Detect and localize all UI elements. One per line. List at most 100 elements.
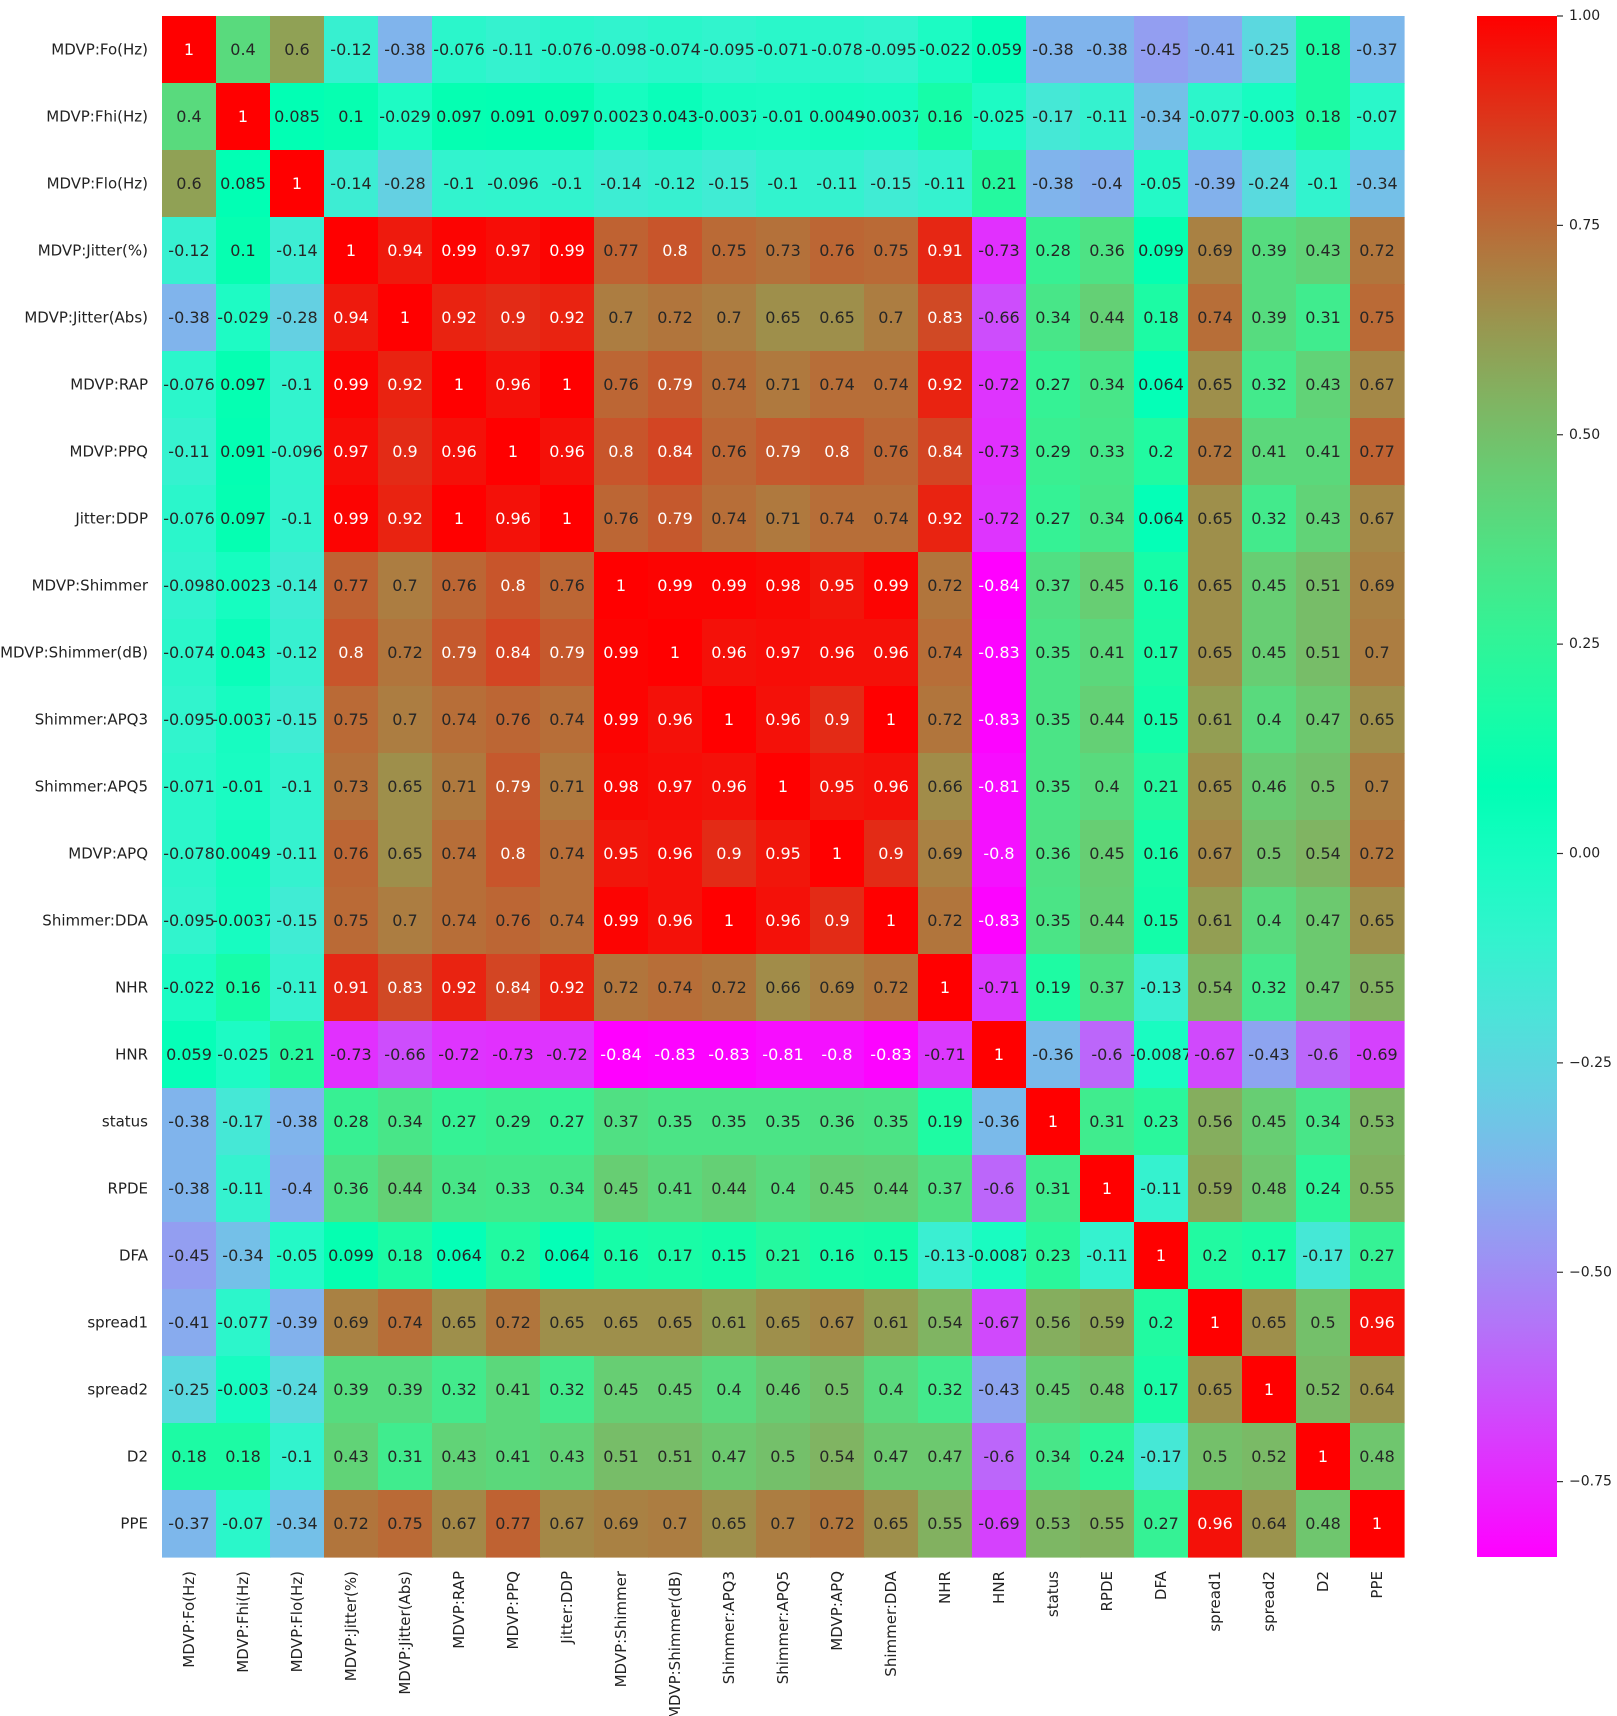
heatmap-cell xyxy=(432,1289,487,1357)
cell-value-label: 1 xyxy=(616,576,626,595)
heatmap-cell xyxy=(540,485,595,553)
cell-value-label: 0.77 xyxy=(333,576,369,595)
heatmap-cell xyxy=(216,820,271,888)
heatmap-cell xyxy=(810,1356,865,1424)
cell-value-label: 0.97 xyxy=(495,241,531,260)
cell-value-label: -0.11 xyxy=(924,174,965,193)
heatmap-cell xyxy=(324,1222,379,1290)
cell-value-label: 0.74 xyxy=(873,509,909,528)
cell-value-label: 0.72 xyxy=(387,643,423,662)
cell-value-label: 0.76 xyxy=(549,576,585,595)
heatmap-cell xyxy=(162,1289,217,1357)
cell-value-label: 0.34 xyxy=(1305,1112,1341,1131)
cell-value-label: 0.69 xyxy=(603,1514,639,1533)
cell-value-label: 0.99 xyxy=(333,375,369,394)
heatmap-cell xyxy=(756,418,811,486)
cell-value-label: 0.15 xyxy=(1143,710,1179,729)
cell-value-label: 0.66 xyxy=(765,978,801,997)
heatmap-cell xyxy=(810,887,865,955)
cell-value-label: 0.47 xyxy=(1305,978,1341,997)
heatmap-cell xyxy=(972,485,1027,553)
cell-value-label: 0.7 xyxy=(662,1514,687,1533)
heatmap-cell xyxy=(540,217,595,285)
cell-value-label: -0.38 xyxy=(168,308,209,327)
cell-value-label: 0.55 xyxy=(927,1514,963,1533)
cell-value-label: -0.1 xyxy=(767,174,798,193)
cell-value-label: 0.65 xyxy=(657,1313,693,1332)
cell-value-label: 0.097 xyxy=(544,107,590,126)
cell-value-label: 0.45 xyxy=(819,1179,855,1198)
heatmap-cell xyxy=(432,753,487,821)
cell-value-label: 0.28 xyxy=(333,1112,369,1131)
heatmap-cell xyxy=(486,1423,541,1491)
cell-value-label: -0.41 xyxy=(168,1313,209,1332)
cell-value-label: 0.31 xyxy=(1089,1112,1125,1131)
heatmap-cell xyxy=(864,619,919,687)
cell-value-label: 0.72 xyxy=(1197,442,1233,461)
heatmap-cell xyxy=(1026,16,1081,84)
cell-value-label: 0.18 xyxy=(225,1447,261,1466)
heatmap-cell xyxy=(486,284,541,352)
heatmap-cell xyxy=(1296,686,1351,754)
heatmap-cell xyxy=(1026,83,1081,151)
heatmap-cell xyxy=(378,1021,433,1089)
y-tick-label-ppe: PPE xyxy=(120,1515,148,1533)
heatmap-cell xyxy=(216,485,271,553)
heatmap-cell xyxy=(324,1490,379,1558)
heatmap-cell xyxy=(1350,1289,1405,1357)
cell-value-label: -0.078 xyxy=(163,844,215,863)
heatmap-cell xyxy=(702,1289,757,1357)
heatmap-cell xyxy=(486,351,541,419)
heatmap-cell xyxy=(1296,954,1351,1022)
cell-value-label: 0.47 xyxy=(1305,710,1341,729)
cell-value-label: 0.45 xyxy=(1089,576,1125,595)
cell-value-label: 0.96 xyxy=(873,777,909,796)
cell-value-label: 0.097 xyxy=(436,107,482,126)
cell-value-label: 0.24 xyxy=(1305,1179,1341,1198)
cell-value-label: 0.091 xyxy=(490,107,536,126)
heatmap-cell xyxy=(162,1222,217,1290)
heatmap-cell xyxy=(1296,1088,1351,1156)
heatmap-cell xyxy=(972,1490,1027,1558)
heatmap-cell xyxy=(1026,1021,1081,1089)
cell-value-label: 0.36 xyxy=(333,1179,369,1198)
heatmap-cell xyxy=(864,351,919,419)
y-tick-label-mdvp-jitter: MDVP:Jitter(%) xyxy=(38,242,148,260)
heatmap-cell xyxy=(648,619,703,687)
cell-value-label: 0.8 xyxy=(608,442,633,461)
heatmap-cell xyxy=(972,954,1027,1022)
cell-value-label: 1 xyxy=(886,911,896,930)
cell-value-label: 0.16 xyxy=(1143,844,1179,863)
heatmap-cell xyxy=(648,418,703,486)
cell-value-label: 0.9 xyxy=(824,710,849,729)
heatmap-cell xyxy=(1134,552,1189,620)
heatmap-cell xyxy=(918,1222,973,1290)
heatmap-cell xyxy=(216,1423,271,1491)
heatmap-cell xyxy=(324,418,379,486)
heatmap-cell xyxy=(324,552,379,620)
heatmap-cell xyxy=(1134,1289,1189,1357)
heatmap-cell xyxy=(270,418,325,486)
cell-value-label: 1 xyxy=(346,241,356,260)
cell-value-label: 0.96 xyxy=(1197,1514,1233,1533)
y-tick-label-mdvp-apq: MDVP:APQ xyxy=(68,845,148,863)
cell-value-label: 0.69 xyxy=(927,844,963,863)
heatmap-cell xyxy=(756,1356,811,1424)
heatmap-cell xyxy=(486,552,541,620)
heatmap-cell xyxy=(324,1088,379,1156)
cell-value-label: 0.65 xyxy=(765,1313,801,1332)
cell-value-label: 0.98 xyxy=(603,777,639,796)
heatmap-cell xyxy=(162,284,217,352)
cell-value-label: 0.64 xyxy=(1359,1380,1395,1399)
heatmap-cell xyxy=(432,1222,487,1290)
cell-value-label: -0.07 xyxy=(1356,107,1397,126)
cell-value-label: -0.66 xyxy=(384,1045,425,1064)
heatmap-cell xyxy=(1026,552,1081,620)
cell-value-label: 0.064 xyxy=(1138,509,1184,528)
cell-value-label: 0.32 xyxy=(927,1380,963,1399)
cell-value-label: -0.12 xyxy=(654,174,695,193)
heatmap-cell xyxy=(162,217,217,285)
heatmap-cell xyxy=(1242,1155,1297,1223)
cell-value-label: 0.74 xyxy=(819,509,855,528)
cell-value-label: 0.7 xyxy=(392,710,417,729)
